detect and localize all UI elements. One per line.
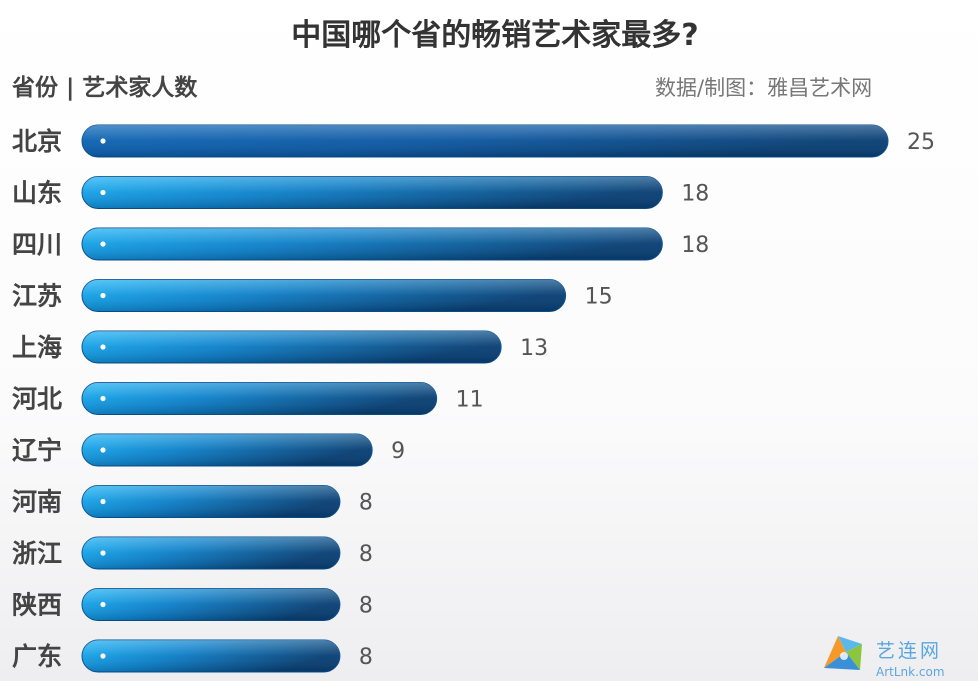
value-label: 8 (359, 542, 373, 567)
category-label: 江苏 (12, 282, 62, 311)
bar-shine (82, 279, 566, 312)
value-label: 11 (456, 388, 484, 413)
bars-group: 北京 25 山东 18 四川 18 江苏 15 上海 13 河北 11 辽宁 9 河南 8 浙江 8 陕西 8 广东 8 (12, 124, 935, 673)
category-label: 山东 (12, 179, 62, 208)
value-label: 8 (359, 594, 373, 619)
bar-dot (100, 447, 106, 453)
value-label: 18 (681, 233, 709, 258)
category-label: 辽宁 (12, 436, 62, 465)
value-label: 8 (359, 491, 373, 516)
bar-dot (100, 550, 106, 556)
bar-dot (100, 395, 106, 402)
bar-dot (100, 653, 106, 659)
value-label: 15 (585, 285, 613, 310)
bar-shine (82, 331, 502, 363)
bar-dot (100, 241, 106, 247)
bar-dot (100, 138, 106, 144)
bar-shine (82, 125, 888, 157)
category-label: 陕西 (12, 591, 62, 620)
bar-dot (100, 189, 106, 196)
bar-dot (100, 601, 106, 608)
bar-shine (82, 434, 373, 466)
category-label: 广东 (12, 642, 62, 671)
bar-shine (82, 537, 340, 569)
bar-shine (82, 228, 663, 260)
value-label: 13 (520, 336, 548, 361)
source-note: 数据/制图：雅昌艺术网 (655, 76, 873, 100)
logo-name: 艺连网 (876, 640, 943, 662)
value-label: 8 (359, 645, 373, 670)
bar-shine (82, 588, 340, 621)
value-label: 9 (391, 439, 405, 464)
bar-shine (82, 640, 340, 672)
bar-dot (100, 292, 106, 299)
category-label: 四川 (12, 230, 62, 259)
category-label: 河南 (12, 488, 62, 517)
value-label: 18 (681, 182, 709, 207)
chart-title: 中国哪个省的畅销艺术家最多? (291, 18, 699, 53)
axis-label: 省份 | 艺术家人数 (12, 75, 198, 101)
bar-shine (82, 485, 340, 518)
bar-shine (82, 382, 437, 415)
artlnk-logo-icon (824, 636, 862, 670)
bar-dot (100, 344, 106, 350)
value-label: 25 (907, 130, 935, 155)
logo-domain: ArtLnk.com (876, 665, 945, 679)
bar-shine (82, 176, 663, 209)
category-label: 河北 (12, 385, 62, 414)
bar-dot (100, 498, 106, 505)
category-label: 浙江 (12, 539, 62, 568)
artlnk-logo: 艺连网 ArtLnk.com (876, 636, 945, 679)
category-label: 北京 (12, 127, 62, 156)
category-label: 上海 (12, 333, 62, 362)
